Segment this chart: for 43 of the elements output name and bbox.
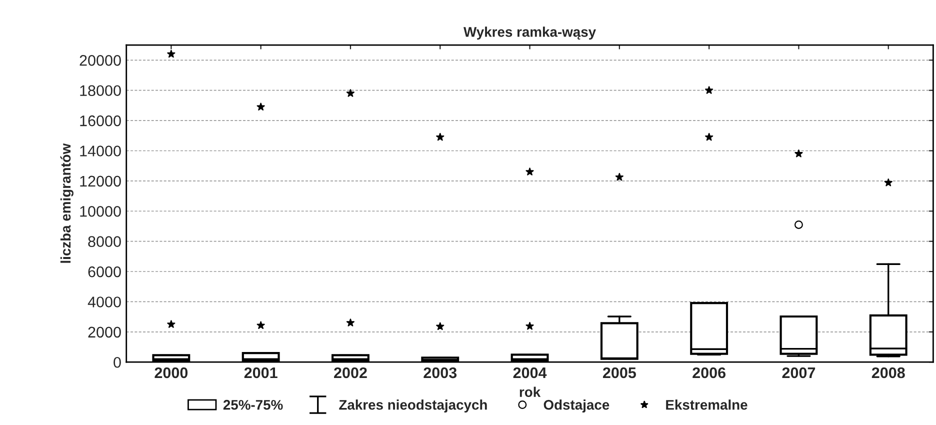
y-tick-label: 14000	[80, 146, 121, 156]
point	[167, 50, 176, 58]
point	[436, 322, 444, 330]
y-tick-label: 0	[114, 356, 121, 368]
x-tick-label: 2007	[782, 367, 816, 378]
point	[167, 320, 176, 328]
point	[346, 89, 355, 97]
y-tick-label: 12000	[80, 176, 121, 187]
x-tick-label: 2008	[872, 367, 905, 378]
y-tick-label: 8000	[88, 236, 121, 248]
point	[526, 168, 534, 176]
x-tick-label: 2000	[154, 367, 188, 378]
point	[705, 132, 714, 141]
point	[256, 321, 265, 329]
legend-label: Ekstremalne	[666, 400, 748, 410]
legend-label: 25%-75%	[223, 400, 283, 410]
x-tick-label: 2004	[513, 367, 547, 378]
y-tick-label: 6000	[88, 266, 121, 278]
point	[526, 322, 534, 330]
y-tick-label: 2000	[88, 326, 121, 338]
chart-title: Wykres ramka-wąsy	[464, 26, 596, 40]
point	[436, 132, 444, 141]
x-tick-label: 2006	[692, 367, 726, 378]
x-tick-label: 2002	[334, 367, 367, 378]
text: Zakres nieodstajacych	[339, 400, 487, 412]
point	[346, 318, 355, 326]
y-tick-label: 16000	[80, 115, 121, 126]
point	[884, 178, 892, 186]
x-tick-label: 2003	[424, 367, 457, 378]
x-axis-title: rok	[520, 386, 541, 397]
y-tick-label: 4000	[88, 296, 121, 308]
y-tick-label: 20000	[80, 55, 121, 66]
point	[794, 220, 803, 229]
legend-label: Odstajace	[544, 400, 610, 412]
x-tick-label: 2001	[244, 367, 278, 378]
y-tick-label: 10000	[80, 206, 121, 217]
point	[705, 86, 714, 94]
y-tick-label: 18000	[80, 85, 121, 96]
y-axis-title: liczba emigrantów	[60, 143, 74, 263]
point	[256, 102, 265, 110]
point	[615, 172, 624, 181]
point	[794, 150, 803, 158]
x-tick-label: 2005	[602, 367, 636, 378]
